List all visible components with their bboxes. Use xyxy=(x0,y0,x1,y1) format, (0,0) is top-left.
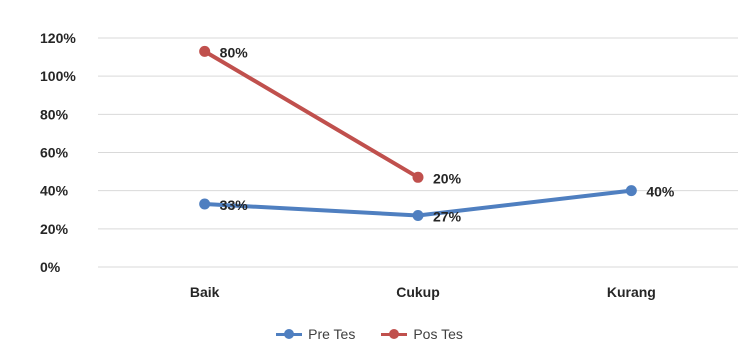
legend-item-pos-tes: Pos Tes xyxy=(381,326,463,342)
data-point xyxy=(412,209,424,221)
data-label: 27% xyxy=(433,208,462,224)
data-point xyxy=(199,198,211,210)
y-tick-label: 120% xyxy=(40,30,76,46)
y-tick-label: 40% xyxy=(40,183,69,199)
x-category-label: Cukup xyxy=(396,284,440,300)
data-point xyxy=(412,171,424,183)
y-tick-label: 20% xyxy=(40,221,69,237)
data-point xyxy=(625,185,637,197)
legend-swatch-pos-tes xyxy=(381,328,408,340)
data-label: 40% xyxy=(646,184,675,200)
chart-legend: Pre Tes Pos Tes xyxy=(0,326,739,342)
data-labels: 33% 27% 40% 80% 20% xyxy=(220,44,675,224)
gridlines xyxy=(98,37,738,268)
y-tick-label: 60% xyxy=(40,145,69,161)
legend-swatch-pre-tes xyxy=(276,328,303,340)
x-axis-category-labels: Baik Cukup Kurang xyxy=(190,284,656,300)
y-tick-label: 0% xyxy=(40,259,61,275)
series-line xyxy=(202,49,420,180)
series-lines xyxy=(199,45,637,221)
legend-item-pre-tes: Pre Tes xyxy=(276,326,355,342)
line-chart: 0% 20% 40% 60% 80% 100% 120% Baik Cukup Kurang 3… xyxy=(40,30,738,300)
y-tick-label: 100% xyxy=(40,68,76,84)
y-tick-label: 80% xyxy=(40,106,69,122)
x-category-label: Kurang xyxy=(607,284,656,300)
data-label: 33% xyxy=(220,197,249,213)
y-axis-tick-labels: 0% 20% 40% 60% 80% 100% 120% xyxy=(40,30,76,275)
data-label: 80% xyxy=(220,44,249,60)
legend-label-pos-tes: Pos Tes xyxy=(413,326,463,342)
data-label: 20% xyxy=(433,170,462,186)
data-point xyxy=(199,45,211,57)
x-category-label: Baik xyxy=(190,284,220,300)
legend-label-pre-tes: Pre Tes xyxy=(308,326,356,342)
